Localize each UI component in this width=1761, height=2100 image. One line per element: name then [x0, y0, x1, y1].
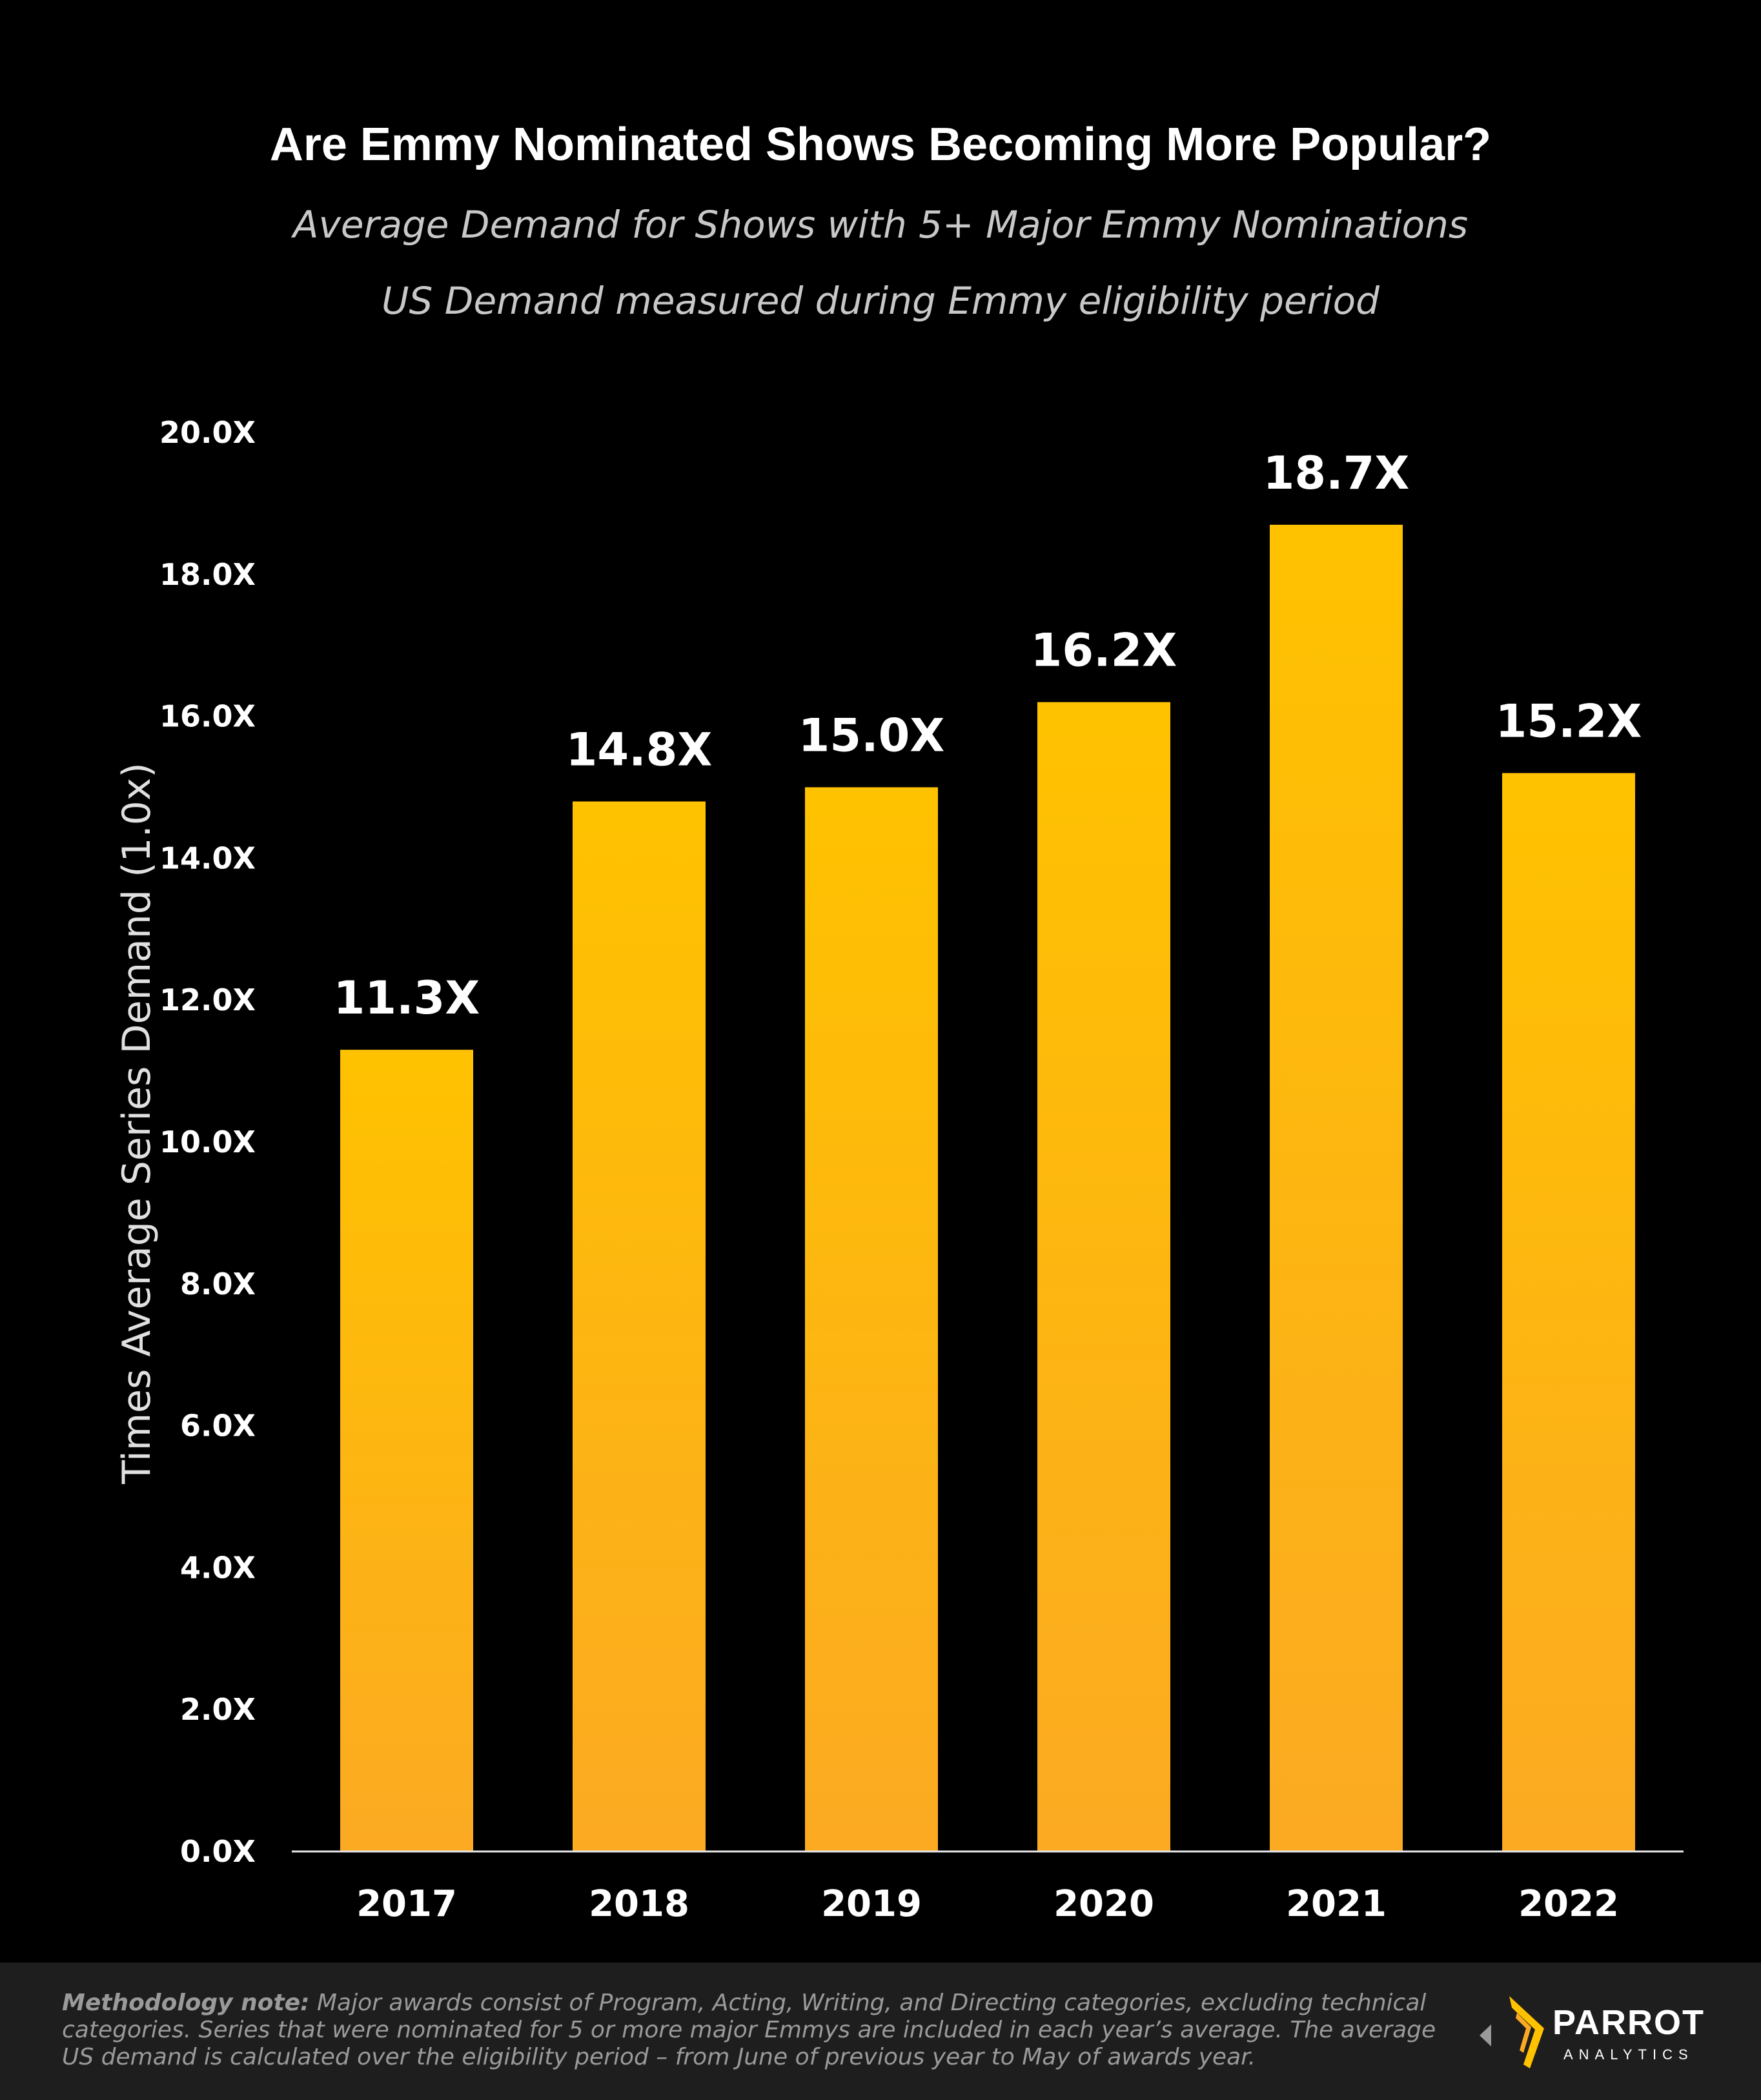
logo-subtitle: ANALYTICS: [1563, 2046, 1694, 2063]
y-tick-label: 2.0X: [180, 1692, 256, 1727]
y-tick-label: 20.0X: [159, 415, 256, 450]
y-axis-ticks: 0.0X 2.0X 4.0X 6.0X 8.0X 10.0X 12.0X 14.0X 16.0X…: [159, 415, 256, 1869]
bar-2018: [573, 801, 706, 1851]
footer: Methodology note: Major awards consist o…: [0, 1962, 1761, 2100]
chart-title: Are Emmy Nominated Shows Becoming More P…: [270, 119, 1491, 170]
bar-2017: [340, 1050, 473, 1851]
chart-subtitle: Average Demand for Shows with 5+ Major E…: [290, 203, 1468, 247]
value-label-2017: 11.3X: [334, 972, 480, 1025]
chart-area: Are Emmy Nominated Shows Becoming More P…: [0, 0, 1761, 1962]
y-axis-label: Times Average Series Demand (1.0x): [114, 762, 159, 1484]
parrot-analytics-logo: PARROT ANALYTICS: [1478, 1993, 1704, 2077]
bar-2022: [1502, 773, 1635, 1851]
x-tick-label-2020: 2020: [1054, 1883, 1154, 1925]
x-tick-label-2019: 2019: [821, 1883, 922, 1925]
logo-wordmark: PARROT: [1552, 2003, 1705, 2043]
y-tick-label: 8.0X: [180, 1267, 256, 1301]
x-tick-label-2022: 2022: [1518, 1883, 1619, 1925]
methodology-note-label: Methodology note:: [62, 1990, 310, 2016]
value-label-2020: 16.2X: [1031, 624, 1177, 677]
y-tick-label: 6.0X: [180, 1409, 256, 1443]
y-tick-label: 4.0X: [180, 1550, 256, 1585]
methodology-note: Methodology note: Major awards consist o…: [62, 1990, 1450, 2071]
y-tick-label: 12.0X: [159, 983, 256, 1017]
caret-left-icon: [1478, 2024, 1492, 2046]
value-label-2022: 15.2X: [1496, 695, 1642, 748]
bar-chart: Are Emmy Nominated Shows Becoming More P…: [0, 0, 1761, 1962]
bar-2020: [1037, 702, 1170, 1851]
x-tick-label-2021: 2021: [1286, 1883, 1387, 1925]
x-axis-labels: 2017 2018 2019 2020 2021 2022: [356, 1883, 1619, 1925]
y-tick-label: 10.0X: [159, 1125, 256, 1159]
y-tick-label: 0.0X: [180, 1834, 256, 1869]
x-tick-label-2017: 2017: [356, 1883, 457, 1925]
bar-2019: [805, 788, 938, 1852]
value-label-2018: 14.8X: [566, 723, 713, 776]
x-tick-label-2018: 2018: [589, 1883, 689, 1925]
y-tick-label: 18.0X: [159, 557, 256, 592]
chart-subtitle-2: US Demand measured during Emmy eligibili…: [382, 279, 1380, 323]
parrot-logo-mark-icon: [1504, 1993, 1549, 2071]
bar-series: [340, 525, 1635, 1851]
value-labels: 11.3X 14.8X 15.0X 16.2X 18.7X 15.2X: [334, 447, 1642, 1025]
value-label-2021: 18.7X: [1263, 447, 1410, 500]
bar-2021: [1270, 525, 1403, 1851]
value-label-2019: 15.0X: [799, 709, 945, 762]
y-tick-label: 16.0X: [159, 699, 256, 734]
y-tick-label: 14.0X: [159, 841, 256, 875]
